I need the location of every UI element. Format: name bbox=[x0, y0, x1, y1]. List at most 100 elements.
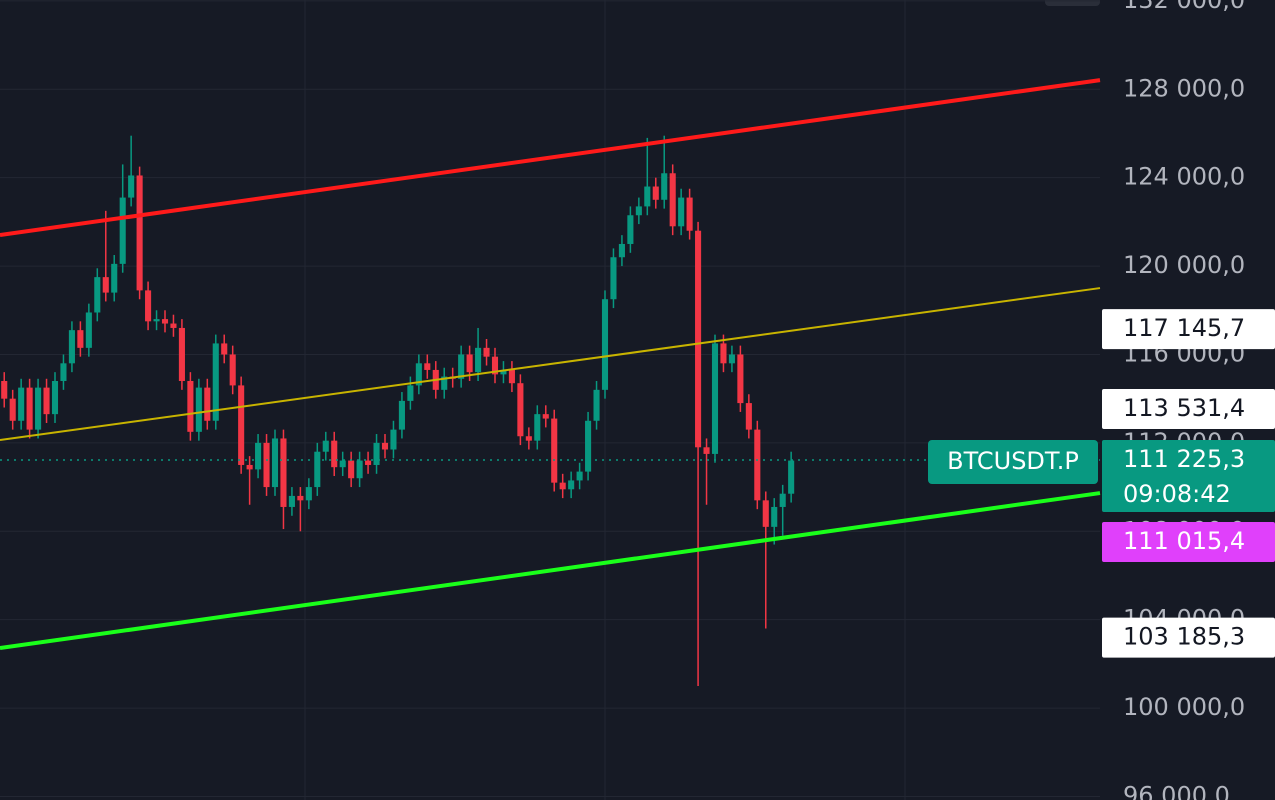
candle-body bbox=[610, 257, 617, 300]
price-tag bbox=[1102, 439, 1275, 512]
candle-body bbox=[618, 243, 625, 258]
candle-body bbox=[187, 380, 194, 432]
symbol-label: BTCUSDT.P bbox=[947, 447, 1079, 475]
candle-body bbox=[18, 387, 25, 421]
candle-body bbox=[508, 369, 515, 384]
candle-body bbox=[195, 387, 202, 432]
candle-body bbox=[424, 363, 431, 370]
candle-body bbox=[711, 343, 719, 454]
price-tag bbox=[1102, 389, 1275, 430]
candle-body bbox=[669, 173, 676, 227]
candle-body bbox=[9, 398, 16, 421]
candle-body bbox=[280, 438, 287, 507]
candle-body bbox=[398, 400, 405, 430]
candle-body bbox=[415, 363, 422, 386]
candle-body bbox=[771, 506, 778, 527]
candle-body bbox=[221, 343, 228, 355]
candle-body bbox=[762, 500, 769, 527]
trend-line bbox=[0, 491, 1101, 651]
candle-body bbox=[178, 327, 185, 381]
candle-body bbox=[381, 442, 389, 450]
candle-body bbox=[26, 387, 33, 430]
y-tick-label: 124 000,0 bbox=[1123, 163, 1245, 191]
toolbar-button[interactable] bbox=[1045, 0, 1100, 6]
candle-body bbox=[60, 363, 67, 381]
symbol-tag bbox=[928, 439, 1098, 484]
candle-body bbox=[271, 438, 279, 488]
candle-body bbox=[212, 343, 219, 421]
y-tick-label: 132 000,0 bbox=[1123, 0, 1245, 14]
candle-body bbox=[686, 197, 693, 231]
candle-body bbox=[788, 460, 795, 494]
candle-body bbox=[661, 173, 668, 200]
candle-body bbox=[111, 263, 118, 293]
candle-body bbox=[170, 323, 177, 328]
candle-body bbox=[551, 418, 558, 483]
candle-body bbox=[288, 495, 295, 507]
candle-body bbox=[390, 429, 397, 450]
candle-body bbox=[593, 389, 600, 421]
candle-body bbox=[703, 447, 710, 454]
candle-body bbox=[161, 319, 169, 324]
candle-body bbox=[246, 464, 253, 470]
candle-body bbox=[145, 290, 152, 322]
y-tick-label: 128 000,0 bbox=[1123, 74, 1245, 102]
candle-body bbox=[644, 186, 651, 207]
price-tag bbox=[1102, 521, 1275, 562]
candle-body bbox=[153, 319, 160, 322]
candle-body bbox=[1, 380, 8, 399]
candle-body bbox=[491, 356, 499, 375]
candle-body bbox=[601, 299, 609, 390]
y-tick-label: 96 000,0 bbox=[1123, 781, 1230, 800]
candle-body bbox=[102, 277, 109, 293]
candle-body bbox=[441, 376, 448, 390]
trend-line bbox=[0, 78, 1101, 238]
trend-line bbox=[0, 287, 1101, 442]
candle-body bbox=[77, 330, 84, 348]
candle-body bbox=[229, 354, 236, 386]
candle-body bbox=[136, 175, 143, 291]
price-tag-label: 117 145,7 bbox=[1123, 314, 1245, 342]
candle-body bbox=[68, 330, 75, 364]
candle-body bbox=[339, 460, 346, 468]
candle-body bbox=[305, 487, 312, 501]
candle-body bbox=[85, 312, 92, 348]
candle-body bbox=[635, 206, 642, 216]
candle-body bbox=[348, 460, 355, 479]
price-tag-label: 111 015,4 bbox=[1123, 527, 1245, 555]
candle-body bbox=[365, 460, 372, 465]
candle-body bbox=[458, 354, 465, 379]
candle-body bbox=[35, 387, 42, 430]
candle-body bbox=[517, 383, 524, 437]
candle-body bbox=[737, 354, 744, 404]
candle-body bbox=[678, 197, 685, 227]
candle-body bbox=[331, 440, 338, 468]
candle-body bbox=[745, 403, 752, 430]
candle-body bbox=[322, 440, 329, 452]
price-tag-label: 111 225,3 bbox=[1123, 445, 1245, 473]
candle-body bbox=[43, 387, 50, 415]
price-tag-label: 113 531,4 bbox=[1123, 394, 1245, 422]
candle-body bbox=[525, 436, 532, 441]
candle-body bbox=[754, 429, 761, 501]
candle-body bbox=[119, 197, 126, 264]
candle-body bbox=[314, 451, 321, 488]
candle-body bbox=[204, 387, 211, 421]
price-tag-label: 103 185,3 bbox=[1123, 623, 1245, 651]
candle-body bbox=[568, 480, 575, 490]
candle-body bbox=[627, 215, 634, 244]
countdown: 09:08:42 bbox=[1123, 480, 1231, 508]
candle-body bbox=[263, 442, 270, 488]
candle-body bbox=[559, 482, 566, 490]
candle-body bbox=[542, 414, 549, 419]
candle-body bbox=[728, 354, 735, 364]
vertical-grid bbox=[304, 0, 906, 800]
candle-body bbox=[585, 420, 592, 472]
candle-body bbox=[238, 385, 245, 465]
candle-body bbox=[475, 347, 482, 373]
candle-body bbox=[297, 495, 304, 501]
candle-body bbox=[483, 347, 490, 357]
y-tick-label: 100 000,0 bbox=[1123, 693, 1245, 721]
candle-body bbox=[576, 471, 583, 481]
